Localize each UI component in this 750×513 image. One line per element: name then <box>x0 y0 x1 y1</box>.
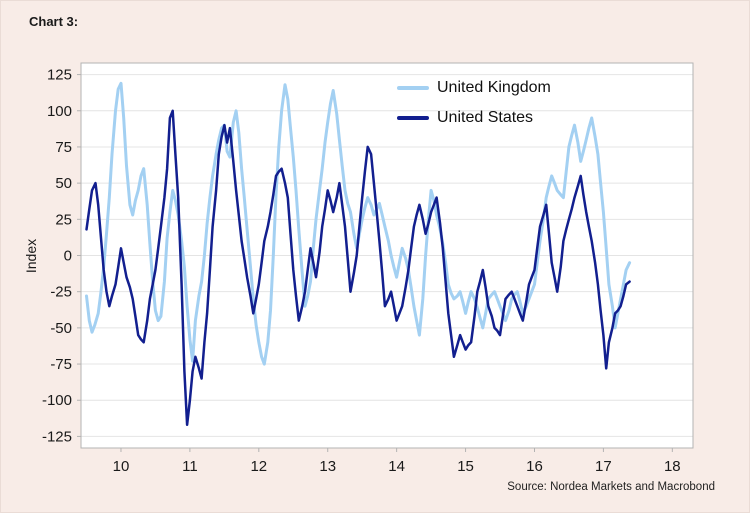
svg-text:-100: -100 <box>42 392 72 409</box>
svg-text:16: 16 <box>526 458 543 475</box>
svg-text:-125: -125 <box>42 428 72 445</box>
svg-text:-75: -75 <box>50 356 72 373</box>
svg-text:13: 13 <box>319 458 336 475</box>
legend-swatch-united-states <box>397 116 429 120</box>
svg-text:18: 18 <box>664 458 681 475</box>
svg-text:10: 10 <box>113 458 130 475</box>
svg-text:14: 14 <box>388 458 405 475</box>
svg-text:-50: -50 <box>50 320 72 337</box>
legend-label-united-states: United States <box>437 109 534 126</box>
y-axis-label: Index <box>23 238 39 274</box>
legend-swatch-united-kingdom <box>397 86 429 90</box>
svg-text:-25: -25 <box>50 284 72 301</box>
svg-text:50: 50 <box>55 175 72 192</box>
svg-text:17: 17 <box>595 458 612 475</box>
svg-text:11: 11 <box>182 458 198 475</box>
svg-text:100: 100 <box>47 103 72 120</box>
chart-title: Chart 3: <box>29 14 79 29</box>
chart-legend: United Kingdom United States <box>397 79 551 127</box>
svg-text:75: 75 <box>55 139 72 156</box>
svg-text:125: 125 <box>47 67 72 84</box>
legend-item-united-kingdom: United Kingdom <box>397 79 551 97</box>
svg-text:0: 0 <box>64 248 72 265</box>
svg-text:25: 25 <box>55 211 72 228</box>
svg-text:15: 15 <box>457 458 474 475</box>
legend-label-united-kingdom: United Kingdom <box>437 79 551 96</box>
legend-item-united-states: United States <box>397 109 551 127</box>
source-text: Source: Nordea Markets and Macrobond <box>507 481 715 493</box>
svg-text:12: 12 <box>250 458 267 475</box>
